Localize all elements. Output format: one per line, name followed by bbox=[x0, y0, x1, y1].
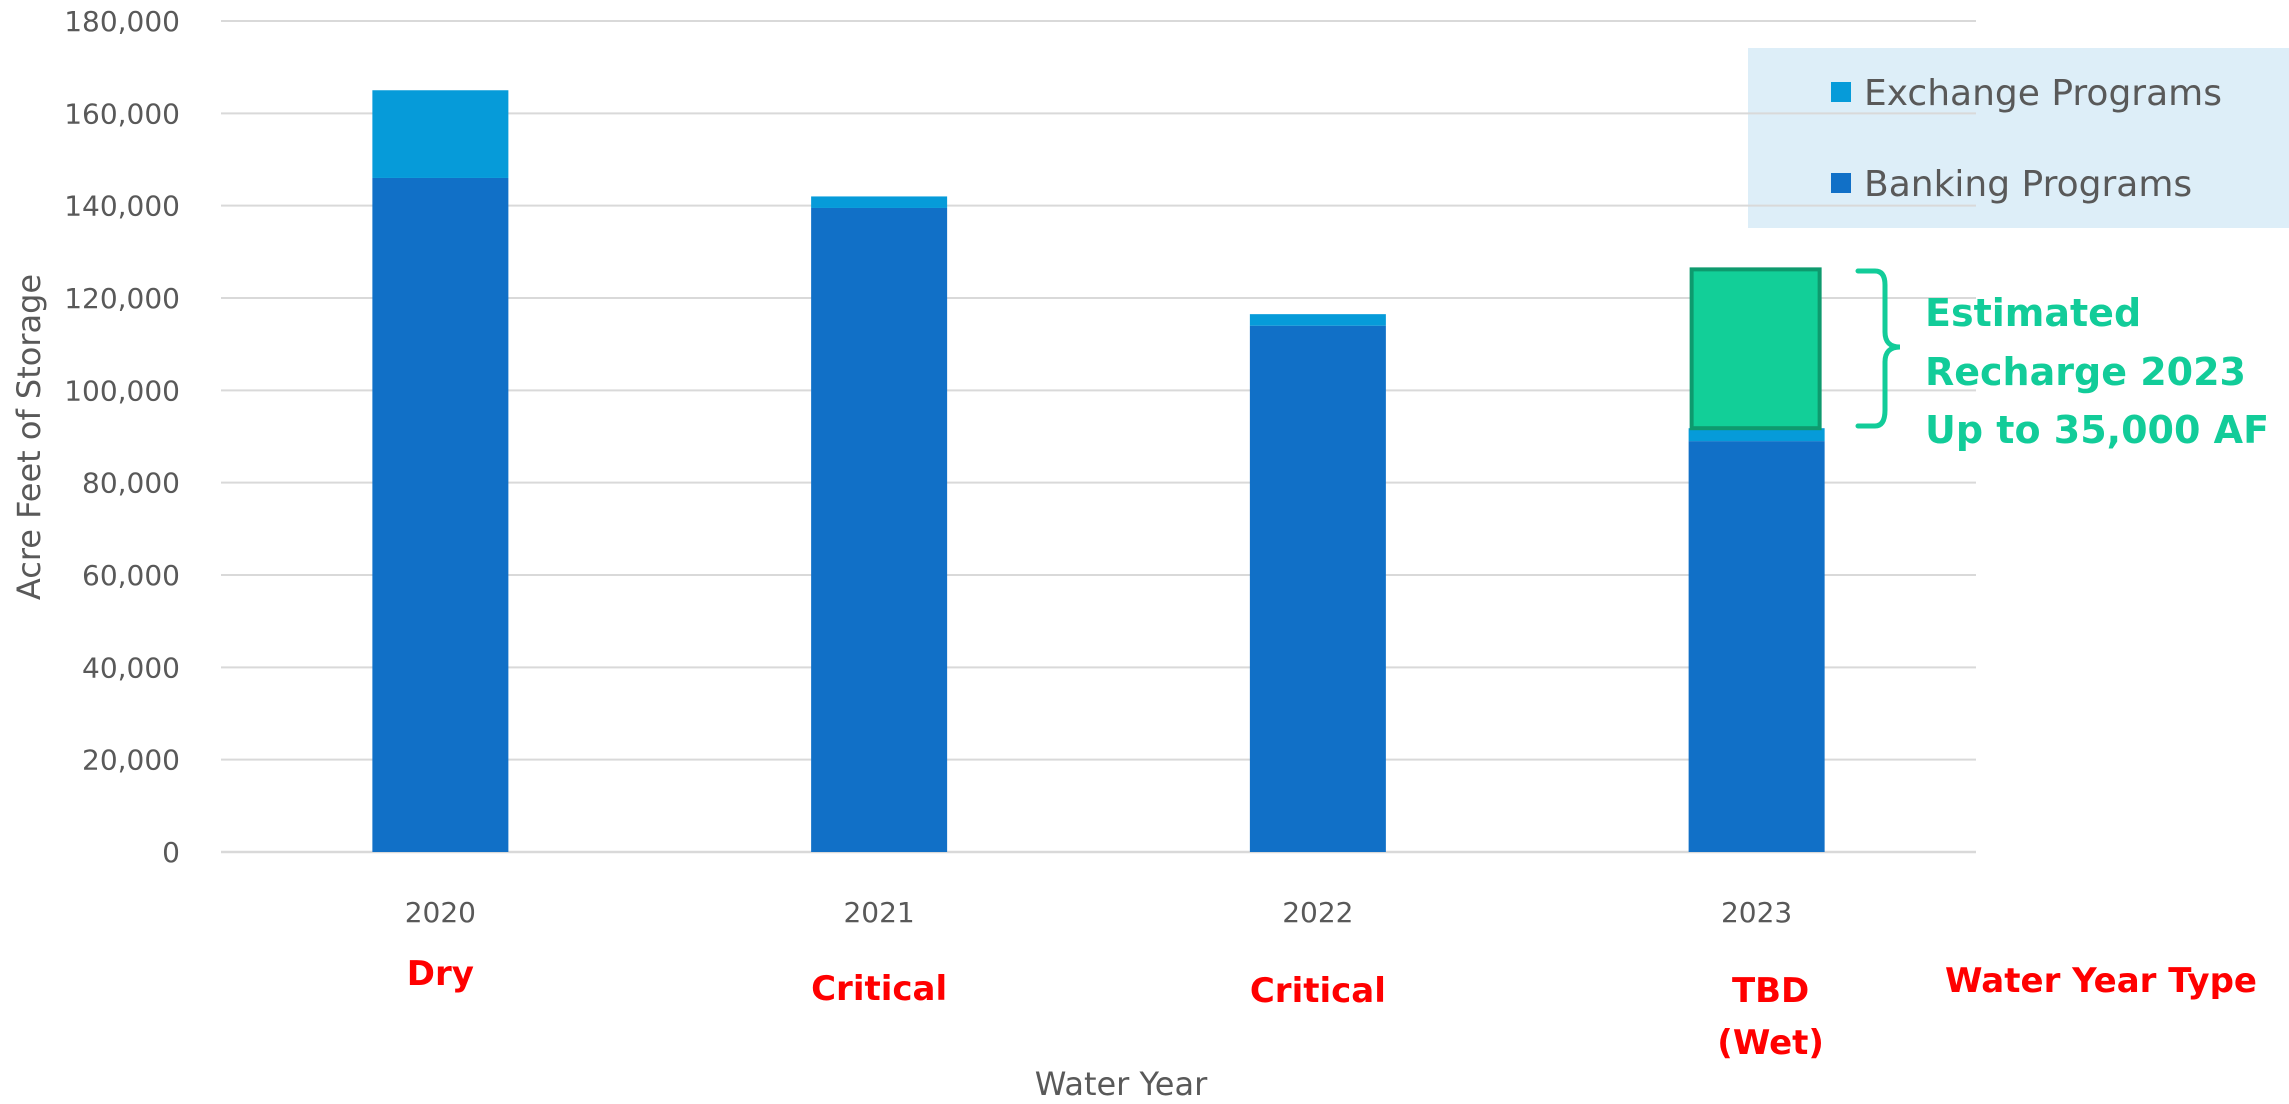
y-axis-title: Acre Feet of Storage bbox=[10, 274, 48, 600]
bar-exchange-2021 bbox=[811, 196, 948, 208]
bar-banking-2020 bbox=[372, 177, 509, 852]
x-tick-labels: 2020 2021 2022 2023 bbox=[405, 896, 1793, 929]
annotation-line-3: Up to 35,000 AF bbox=[1925, 408, 2269, 452]
y-tick-label: 0 bbox=[162, 836, 180, 869]
legend-swatch-banking bbox=[1831, 173, 1851, 193]
legend-background bbox=[1748, 48, 2289, 228]
water-year-type-label: TBD bbox=[1732, 971, 1809, 1011]
legend-swatch-exchange bbox=[1831, 82, 1851, 102]
x-tick-label: 2021 bbox=[843, 896, 914, 929]
annotation-line-2: Recharge 2023 bbox=[1925, 350, 2246, 394]
y-tick-label: 100,000 bbox=[64, 374, 180, 407]
y-tick-label: 120,000 bbox=[64, 282, 180, 315]
bar-exchange-2020 bbox=[372, 90, 509, 178]
gridlines bbox=[221, 20, 1976, 854]
water-year-type-label: Dry bbox=[407, 954, 474, 994]
y-tick-label: 40,000 bbox=[82, 651, 180, 684]
y-tick-label: 60,000 bbox=[82, 559, 180, 592]
legend: Exchange Programs Banking Programs bbox=[1831, 73, 2222, 205]
legend-label-banking: Banking Programs bbox=[1864, 164, 2192, 205]
bar-exchange-2023 bbox=[1688, 428, 1825, 442]
y-tick-label: 160,000 bbox=[64, 97, 180, 130]
x-axis-title: Water Year bbox=[1035, 1065, 1208, 1103]
water-year-type-label: (Wet) bbox=[1717, 1023, 1824, 1063]
water-year-type-title: Water Year Type bbox=[1945, 961, 2257, 1001]
legend-label-exchange: Exchange Programs bbox=[1864, 73, 2222, 114]
bar-marks bbox=[372, 90, 1825, 853]
bar-exchange-2022 bbox=[1249, 314, 1386, 326]
annotation-line-1: Estimated bbox=[1925, 291, 2141, 335]
y-tick-label: 80,000 bbox=[82, 467, 180, 500]
annotation-brace bbox=[1855, 268, 1901, 429]
y-tick-label: 140,000 bbox=[64, 190, 180, 223]
y-tick-labels: 0 20,000 40,000 60,000 80,000 100,000 120,000 1… bbox=[64, 5, 180, 869]
x-tick-label: 2022 bbox=[1282, 896, 1353, 929]
water-year-type-label: Critical bbox=[811, 969, 947, 1009]
water-year-type-labels: Dry Critical Critical TBD (Wet) bbox=[407, 954, 1824, 1063]
y-tick-label: 20,000 bbox=[82, 744, 180, 777]
bar-banking-2021 bbox=[811, 207, 948, 853]
bar-recharge-2023 bbox=[1689, 267, 1822, 431]
x-tick-label: 2023 bbox=[1721, 896, 1792, 929]
y-tick-label: 180,000 bbox=[64, 5, 180, 38]
x-tick-label: 2020 bbox=[405, 896, 476, 929]
bar-banking-2023 bbox=[1688, 441, 1825, 852]
bar-banking-2022 bbox=[1249, 325, 1386, 852]
water-year-type-label: Critical bbox=[1250, 971, 1386, 1011]
recharge-annotation: Estimated Recharge 2023 Up to 35,000 AF bbox=[1855, 268, 2269, 452]
